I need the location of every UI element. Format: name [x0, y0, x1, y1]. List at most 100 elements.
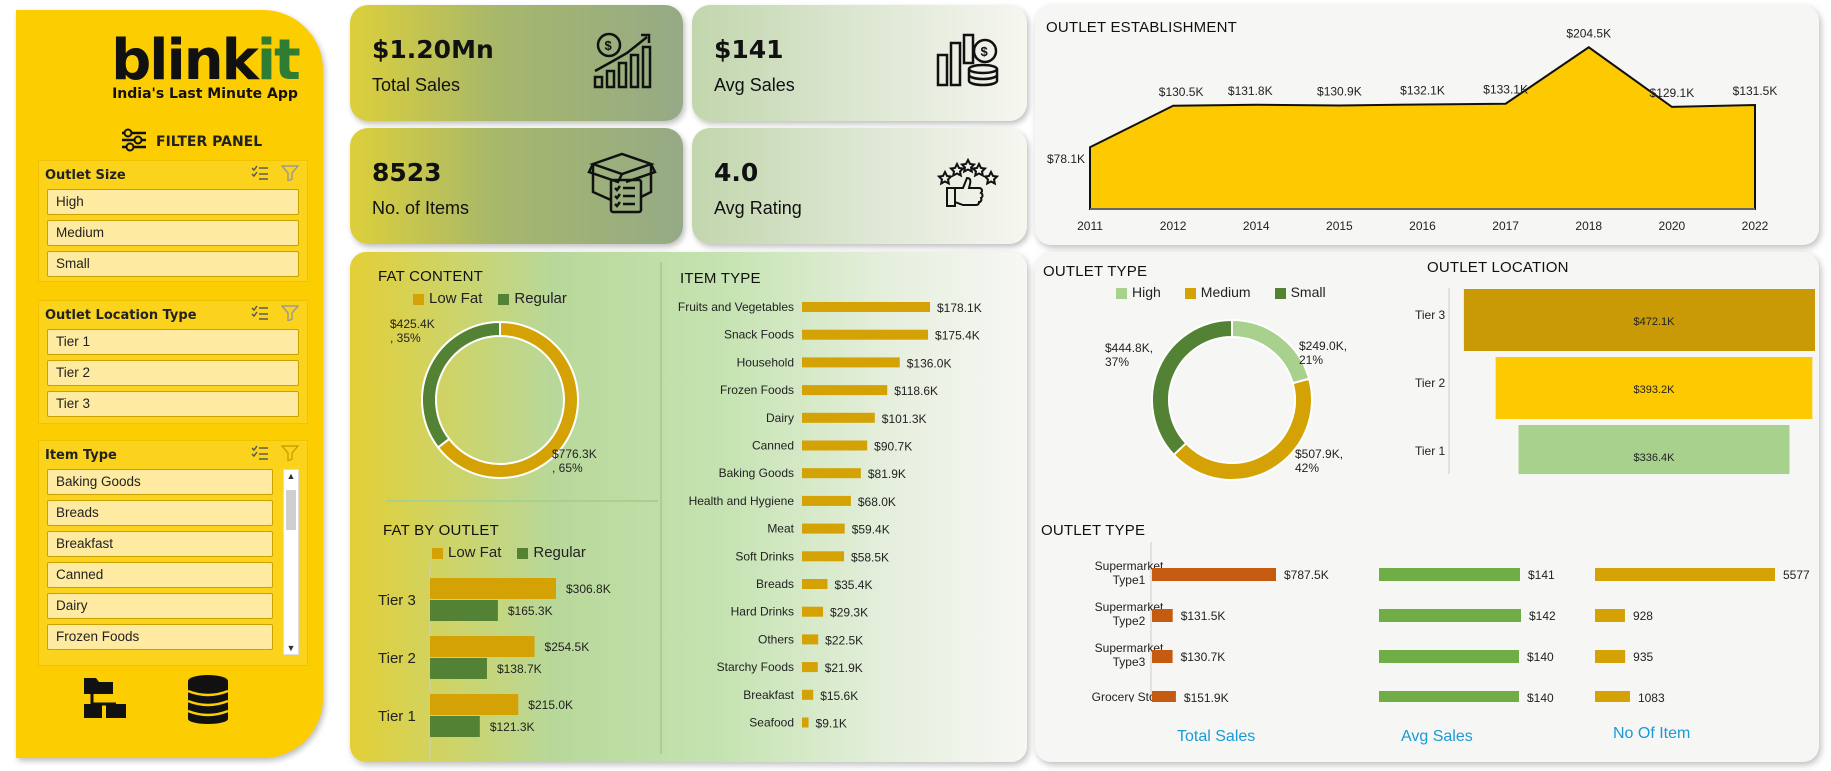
bar-label: $165.3K	[508, 604, 553, 618]
x-tick-label: 2020	[1659, 219, 1686, 233]
bar	[1152, 650, 1173, 663]
donut-slice	[1151, 318, 1233, 457]
slicer-option-breakfast[interactable]: Breakfast	[47, 531, 273, 557]
slicer-option-high[interactable]: High	[47, 189, 299, 215]
svg-text:$: $	[981, 44, 989, 59]
bar	[802, 523, 845, 534]
bar-label: $58.5K	[851, 550, 889, 564]
funnel-bar	[1463, 289, 1815, 351]
fat-by-outlet-title: FAT BY OUTLET	[383, 522, 499, 539]
slicer-header: Outlet Size	[39, 161, 307, 189]
fat-item-panel: FAT CONTENT Low Fat Regular $776.3K, 65%…	[350, 252, 1027, 762]
legend-item-medium: Medium	[1184, 284, 1251, 300]
bar-label: 928	[1633, 609, 1653, 623]
kpi-label: No. of Items	[372, 198, 470, 218]
outlet-panel: OUTLET TYPE High Medium Small $249.0K, 21…	[1035, 252, 1819, 762]
brand-name: blinkit	[111, 28, 301, 93]
slicer-option-tier-3[interactable]: Tier 3	[47, 391, 299, 417]
item-type-list: Baking Goods Breads Breakfast Canned Dai…	[39, 469, 307, 655]
brand-logo: blinkit India's Last Minute App	[100, 28, 310, 103]
bar-label: $131.5K	[1181, 609, 1226, 623]
fat-content-legend: Low Fat Regular	[413, 290, 567, 307]
bar	[430, 694, 519, 715]
item-type-scrollbar[interactable]: ▲ ▼	[283, 469, 299, 655]
x-tick-label: 2017	[1492, 219, 1519, 233]
clear-filter-icon[interactable]	[280, 165, 300, 185]
sidebar-bottom-icons	[82, 674, 230, 729]
bar-label: $118.6K	[894, 384, 938, 398]
bar-label: $254.5K	[545, 640, 590, 654]
data-label: $129.1K	[1650, 86, 1695, 100]
filter-panel-label: FILTER PANEL	[156, 134, 263, 150]
data-label: $130.5K	[1159, 85, 1204, 99]
divider	[660, 262, 662, 754]
outlet-establishment-title: OUTLET ESTABLISHMENT	[1046, 19, 1237, 36]
bar	[430, 636, 535, 657]
multi-select-icon[interactable]	[251, 165, 269, 185]
donut-slice	[1172, 377, 1313, 481]
clear-filter-icon[interactable]	[280, 445, 300, 465]
bar-label: $136.0K	[907, 356, 952, 370]
sliders-icon	[120, 128, 148, 156]
bar	[1595, 568, 1775, 581]
bar-label: 1083	[1638, 691, 1665, 702]
slicer-option-tier-1[interactable]: Tier 1	[47, 329, 299, 355]
bar	[802, 468, 861, 479]
bar	[802, 689, 814, 700]
slice-label: $776.3K, 65%	[552, 447, 597, 475]
category-label: Tier 1	[1415, 444, 1446, 458]
scroll-down-icon[interactable]: ▼	[286, 643, 296, 653]
bar	[802, 302, 930, 312]
bar-label: $787.5K	[1284, 568, 1329, 582]
donut-slice	[1231, 318, 1311, 385]
category-label: Household	[737, 355, 794, 369]
outlet-size-slicer: Outlet Size High Medium Small	[38, 160, 308, 282]
scroll-thumb[interactable]	[286, 490, 296, 530]
item-type-title: ITEM TYPE	[680, 270, 761, 287]
slicer-option-tier-2[interactable]: Tier 2	[47, 360, 299, 386]
category-label: Breads	[756, 577, 794, 591]
bar-label: $138.7K	[497, 662, 542, 676]
kpi-value: 8523	[372, 158, 442, 187]
outlet-size-legend: High Medium Small	[1116, 284, 1326, 300]
legend-item-small: Small	[1274, 284, 1326, 300]
kpi-label: Total Sales	[372, 75, 461, 95]
bar-label: $81.9K	[868, 467, 906, 481]
bar-label: $22.5K	[825, 633, 863, 647]
data-label: $130.9K	[1317, 84, 1362, 98]
slicer-option-breads[interactable]: Breads	[47, 500, 273, 526]
funnel-bar	[1518, 425, 1790, 474]
bar-label: $215.0K	[528, 698, 573, 712]
item-type-slicer: Item Type Baking Goods Breads Breakfast …	[38, 440, 308, 666]
slicer-option-dairy[interactable]: Dairy	[47, 593, 273, 619]
bar	[1379, 609, 1521, 622]
category-label: Supermarket Type2	[1095, 600, 1164, 628]
bar	[430, 578, 556, 599]
database-icon[interactable]	[186, 674, 230, 729]
clear-filter-icon[interactable]	[280, 305, 300, 325]
outlet-establishment-area-chart: 2011 2012 2014 2015 2016 2017 2018 2020 2022 $78.…	[1047, 26, 1777, 233]
kpi-value: $141	[714, 35, 784, 64]
scroll-up-icon[interactable]: ▲	[286, 471, 296, 481]
data-label: $131.8K	[1228, 84, 1273, 98]
slicer-option-frozen-foods[interactable]: Frozen Foods	[47, 624, 273, 650]
legend-item-high: High	[1116, 284, 1161, 300]
slicer-option-baking-goods[interactable]: Baking Goods	[47, 469, 273, 495]
bar	[1152, 691, 1176, 702]
multi-select-icon[interactable]	[251, 445, 269, 465]
filter-sidebar: blinkit India's Last Minute App FILTER P…	[16, 10, 323, 758]
coins-chart-icon: $	[935, 31, 1001, 94]
total-sales-axis-label: Total Sales	[1177, 728, 1256, 745]
folder-tree-icon[interactable]	[82, 674, 128, 729]
slicer-option-canned[interactable]: Canned	[47, 562, 273, 588]
legend-item-regular: Regular	[498, 290, 567, 307]
stars-thumbs-up-icon	[935, 157, 1001, 213]
bar-label: $121.3K	[490, 720, 535, 734]
bar	[1379, 691, 1519, 702]
slicer-title: Outlet Location Type	[45, 307, 197, 323]
data-label: $133.1K	[1483, 83, 1528, 97]
slicer-option-small[interactable]: Small	[47, 251, 299, 277]
slicer-option-medium[interactable]: Medium	[47, 220, 299, 246]
multi-select-icon[interactable]	[251, 305, 269, 325]
outlet-location-funnel-chart: Tier 3 $472.1K Tier 2 $393.2K Tier 1 $336.4K	[1415, 288, 1815, 474]
